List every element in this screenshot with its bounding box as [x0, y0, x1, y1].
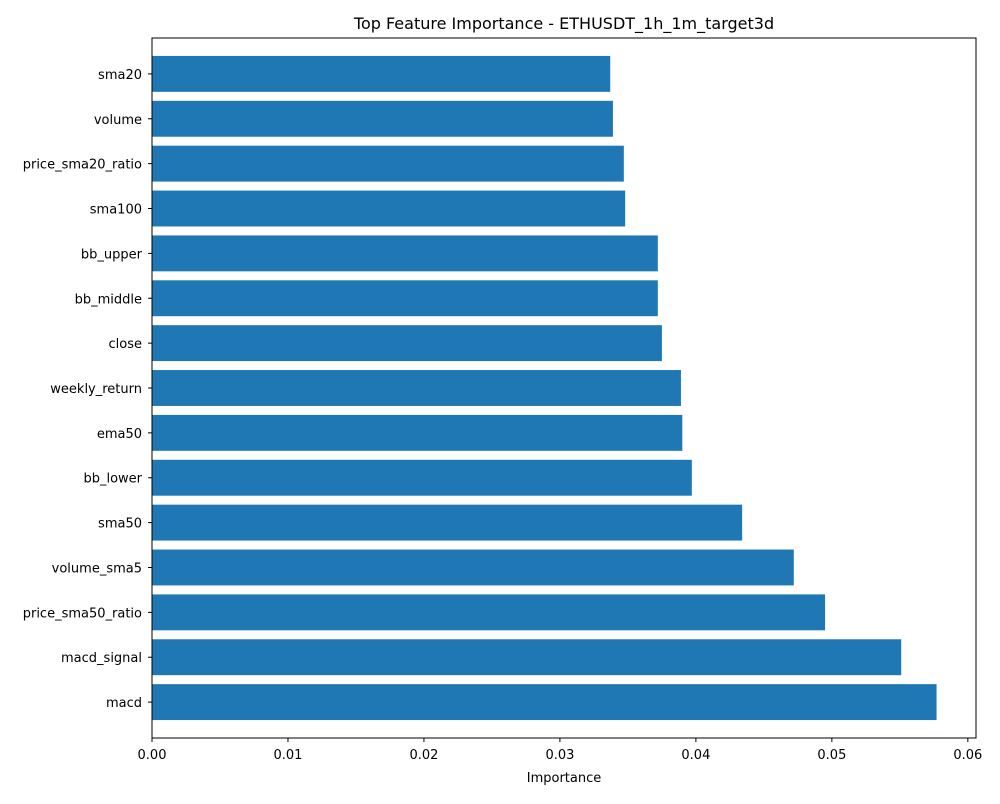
y-tick-label: sma20	[98, 68, 142, 83]
bar-sma20	[152, 55, 611, 92]
bar-sma50	[152, 504, 743, 541]
y-tick-label: macd	[106, 696, 142, 711]
y-tick-label: ema50	[97, 427, 142, 442]
y-tick-label: macd_signal	[61, 651, 142, 666]
y-tick-label: close	[109, 337, 142, 352]
bar-macd_signal	[152, 639, 902, 676]
x-axis-label: Importance	[527, 771, 602, 786]
x-tick-label: 0.05	[817, 748, 846, 763]
y-tick-label: price_sma50_ratio	[23, 606, 142, 621]
bars-group	[152, 55, 937, 721]
bar-bb_lower	[152, 459, 692, 496]
y-tick-label: price_sma20_ratio	[23, 158, 142, 173]
y-tick-label: sma50	[98, 517, 142, 532]
bar-macd	[152, 684, 937, 721]
x-tick-label: 0.04	[681, 748, 710, 763]
bar-ema50	[152, 414, 683, 451]
y-tick-label: bb_upper	[81, 247, 143, 262]
y-tick-label: bb_middle	[75, 292, 142, 307]
bar-price_sma20_ratio	[152, 145, 624, 182]
bar-bb_middle	[152, 280, 658, 317]
y-tick-label: weekly_return	[50, 382, 142, 397]
y-tick-label: sma100	[90, 203, 142, 218]
bar-volume_sma5	[152, 549, 794, 586]
y-tick-label: volume_sma5	[52, 561, 142, 576]
bar-volume	[152, 100, 613, 137]
bar-weekly_return	[152, 370, 681, 406]
y-axis-ticks: macd macd_signal price_sma50_ratio volume_s…	[23, 68, 152, 711]
x-tick-label: 0.06	[953, 748, 982, 763]
bar-close	[152, 325, 662, 362]
x-tick-label: 0.03	[545, 748, 574, 763]
x-tick-label: 0.02	[409, 748, 438, 763]
plot-frame	[151, 37, 977, 739]
y-tick-label: volume	[94, 113, 142, 128]
bar-sma100	[152, 190, 626, 227]
chart-title: Top Feature Importance - ETHUSDT_1h_1m_t…	[353, 14, 774, 34]
x-axis-ticks: 0.00 0.01 0.02 0.03 0.04 0.05 0.06	[138, 738, 982, 763]
x-tick-label: 0.01	[273, 748, 302, 763]
bar-bb_upper	[152, 235, 658, 272]
y-tick-label: bb_lower	[83, 472, 142, 487]
bar-price_sma50_ratio	[152, 594, 826, 631]
x-tick-label: 0.00	[138, 748, 167, 763]
